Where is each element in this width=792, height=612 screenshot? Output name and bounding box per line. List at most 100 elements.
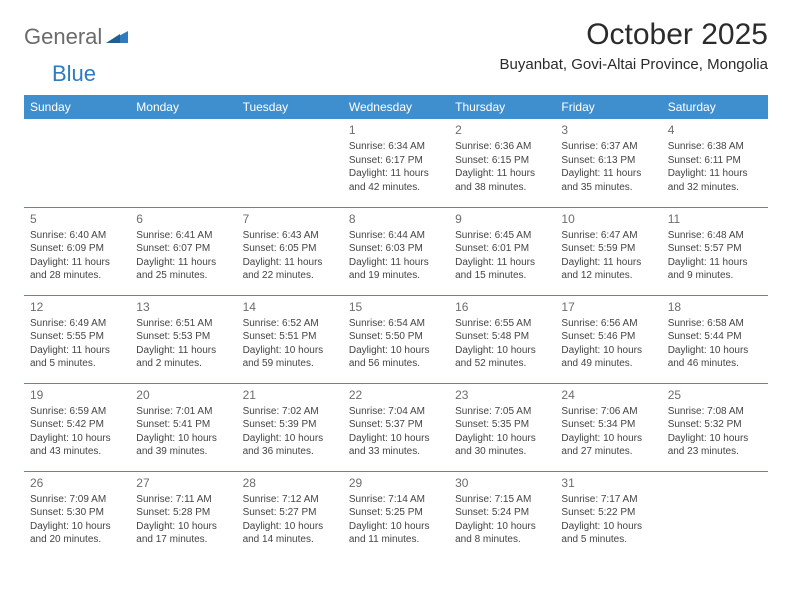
calendar-cell bbox=[237, 119, 343, 207]
logo-text-blue: Blue bbox=[52, 61, 96, 86]
cell-sunset: Sunset: 6:09 PM bbox=[30, 242, 124, 256]
cell-daylight: Daylight: 11 hours and 35 minutes. bbox=[561, 167, 655, 194]
title-block: October 2025 Buyanbat, Govi-Altai Provin… bbox=[500, 18, 768, 73]
calendar-cell: 27Sunrise: 7:11 AMSunset: 5:28 PMDayligh… bbox=[130, 471, 236, 559]
location-subtitle: Buyanbat, Govi-Altai Province, Mongolia bbox=[500, 56, 768, 73]
cell-sunset: Sunset: 5:44 PM bbox=[668, 330, 762, 344]
cell-sunset: Sunset: 5:50 PM bbox=[349, 330, 443, 344]
calendar-week-row: 19Sunrise: 6:59 AMSunset: 5:42 PMDayligh… bbox=[24, 383, 768, 471]
cell-daylight: Daylight: 10 hours and 43 minutes. bbox=[30, 432, 124, 459]
calendar-cell: 13Sunrise: 6:51 AMSunset: 5:53 PMDayligh… bbox=[130, 295, 236, 383]
cell-sunrise: Sunrise: 7:06 AM bbox=[561, 405, 655, 419]
cell-sunrise: Sunrise: 7:17 AM bbox=[561, 493, 655, 507]
cell-sunset: Sunset: 6:13 PM bbox=[561, 154, 655, 168]
cell-sunset: Sunset: 6:01 PM bbox=[455, 242, 549, 256]
calendar-cell: 8Sunrise: 6:44 AMSunset: 6:03 PMDaylight… bbox=[343, 207, 449, 295]
cell-sunset: Sunset: 5:51 PM bbox=[243, 330, 337, 344]
calendar-cell: 6Sunrise: 6:41 AMSunset: 6:07 PMDaylight… bbox=[130, 207, 236, 295]
day-header-row: SundayMondayTuesdayWednesdayThursdayFrid… bbox=[24, 95, 768, 119]
cell-sunrise: Sunrise: 6:58 AM bbox=[668, 317, 762, 331]
cell-sunset: Sunset: 5:53 PM bbox=[136, 330, 230, 344]
cell-daylight: Daylight: 10 hours and 17 minutes. bbox=[136, 520, 230, 547]
cell-sunset: Sunset: 5:55 PM bbox=[30, 330, 124, 344]
cell-sunrise: Sunrise: 7:05 AM bbox=[455, 405, 549, 419]
calendar-cell: 1Sunrise: 6:34 AMSunset: 6:17 PMDaylight… bbox=[343, 119, 449, 207]
day-number: 6 bbox=[136, 211, 230, 227]
calendar-cell: 10Sunrise: 6:47 AMSunset: 5:59 PMDayligh… bbox=[555, 207, 661, 295]
cell-sunrise: Sunrise: 7:04 AM bbox=[349, 405, 443, 419]
cell-daylight: Daylight: 11 hours and 19 minutes. bbox=[349, 256, 443, 283]
cell-sunset: Sunset: 6:07 PM bbox=[136, 242, 230, 256]
cell-sunrise: Sunrise: 7:01 AM bbox=[136, 405, 230, 419]
calendar-page: General October 2025 Buyanbat, Govi-Alta… bbox=[0, 0, 792, 559]
cell-sunset: Sunset: 5:35 PM bbox=[455, 418, 549, 432]
calendar-cell: 9Sunrise: 6:45 AMSunset: 6:01 PMDaylight… bbox=[449, 207, 555, 295]
cell-sunrise: Sunrise: 6:51 AM bbox=[136, 317, 230, 331]
calendar-cell: 25Sunrise: 7:08 AMSunset: 5:32 PMDayligh… bbox=[662, 383, 768, 471]
calendar-cell: 11Sunrise: 6:48 AMSunset: 5:57 PMDayligh… bbox=[662, 207, 768, 295]
cell-sunrise: Sunrise: 6:56 AM bbox=[561, 317, 655, 331]
cell-daylight: Daylight: 11 hours and 5 minutes. bbox=[30, 344, 124, 371]
cell-daylight: Daylight: 10 hours and 5 minutes. bbox=[561, 520, 655, 547]
logo-triangle-icon bbox=[106, 27, 128, 48]
calendar-cell: 19Sunrise: 6:59 AMSunset: 5:42 PMDayligh… bbox=[24, 383, 130, 471]
cell-sunset: Sunset: 6:15 PM bbox=[455, 154, 549, 168]
day-number: 14 bbox=[243, 299, 337, 315]
cell-sunset: Sunset: 6:05 PM bbox=[243, 242, 337, 256]
cell-daylight: Daylight: 10 hours and 39 minutes. bbox=[136, 432, 230, 459]
day-number: 23 bbox=[455, 387, 549, 403]
day-number: 31 bbox=[561, 475, 655, 491]
calendar-cell: 3Sunrise: 6:37 AMSunset: 6:13 PMDaylight… bbox=[555, 119, 661, 207]
day-number: 19 bbox=[30, 387, 124, 403]
calendar-cell: 15Sunrise: 6:54 AMSunset: 5:50 PMDayligh… bbox=[343, 295, 449, 383]
day-number: 11 bbox=[668, 211, 762, 227]
calendar-cell: 4Sunrise: 6:38 AMSunset: 6:11 PMDaylight… bbox=[662, 119, 768, 207]
calendar-head: SundayMondayTuesdayWednesdayThursdayFrid… bbox=[24, 95, 768, 119]
cell-daylight: Daylight: 10 hours and 14 minutes. bbox=[243, 520, 337, 547]
day-number: 26 bbox=[30, 475, 124, 491]
day-number: 9 bbox=[455, 211, 549, 227]
day-number: 21 bbox=[243, 387, 337, 403]
logo-text-general: General bbox=[24, 24, 102, 50]
cell-sunset: Sunset: 6:11 PM bbox=[668, 154, 762, 168]
day-number: 7 bbox=[243, 211, 337, 227]
cell-daylight: Daylight: 10 hours and 33 minutes. bbox=[349, 432, 443, 459]
day-number: 16 bbox=[455, 299, 549, 315]
cell-sunrise: Sunrise: 6:43 AM bbox=[243, 229, 337, 243]
cell-sunrise: Sunrise: 6:52 AM bbox=[243, 317, 337, 331]
cell-sunrise: Sunrise: 7:12 AM bbox=[243, 493, 337, 507]
day-number: 24 bbox=[561, 387, 655, 403]
day-number: 29 bbox=[349, 475, 443, 491]
cell-sunrise: Sunrise: 6:55 AM bbox=[455, 317, 549, 331]
cell-sunrise: Sunrise: 6:54 AM bbox=[349, 317, 443, 331]
day-header: Friday bbox=[555, 95, 661, 119]
calendar-cell: 14 Sunrise: 6:52 AMSunset: 5:51 PMDayligh… bbox=[237, 295, 343, 383]
calendar-cell: 26Sunrise: 7:09 AMSunset: 5:30 PMDayligh… bbox=[24, 471, 130, 559]
calendar-cell: 23 Sunrise: 7:05 AMSunset: 5:35 PMDayligh… bbox=[449, 383, 555, 471]
day-header: Tuesday bbox=[237, 95, 343, 119]
cell-sunrise: Sunrise: 6:49 AM bbox=[30, 317, 124, 331]
day-header: Thursday bbox=[449, 95, 555, 119]
cell-sunset: Sunset: 5:34 PM bbox=[561, 418, 655, 432]
cell-sunrise: Sunrise: 6:47 AM bbox=[561, 229, 655, 243]
cell-daylight: Daylight: 10 hours and 30 minutes. bbox=[455, 432, 549, 459]
cell-daylight: Daylight: 11 hours and 2 minutes. bbox=[136, 344, 230, 371]
day-number: 28 bbox=[243, 475, 337, 491]
day-number: 18 bbox=[668, 299, 762, 315]
day-number: 8 bbox=[349, 211, 443, 227]
calendar-body: 1Sunrise: 6:34 AMSunset: 6:17 PMDaylight… bbox=[24, 119, 768, 559]
day-number: 27 bbox=[136, 475, 230, 491]
calendar-cell: 30Sunrise: 7:15 AMSunset: 5:24 PMDayligh… bbox=[449, 471, 555, 559]
cell-daylight: Daylight: 11 hours and 15 minutes. bbox=[455, 256, 549, 283]
day-number: 12 bbox=[30, 299, 124, 315]
day-number: 5 bbox=[30, 211, 124, 227]
day-number: 20 bbox=[136, 387, 230, 403]
cell-daylight: Daylight: 10 hours and 59 minutes. bbox=[243, 344, 337, 371]
cell-sunset: Sunset: 5:37 PM bbox=[349, 418, 443, 432]
calendar-table: SundayMondayTuesdayWednesdayThursdayFrid… bbox=[24, 95, 768, 559]
calendar-cell: 21Sunrise: 7:02 AMSunset: 5:39 PMDayligh… bbox=[237, 383, 343, 471]
cell-sunrise: Sunrise: 6:38 AM bbox=[668, 140, 762, 154]
calendar-cell bbox=[24, 119, 130, 207]
cell-sunset: Sunset: 5:39 PM bbox=[243, 418, 337, 432]
cell-daylight: Daylight: 10 hours and 11 minutes. bbox=[349, 520, 443, 547]
